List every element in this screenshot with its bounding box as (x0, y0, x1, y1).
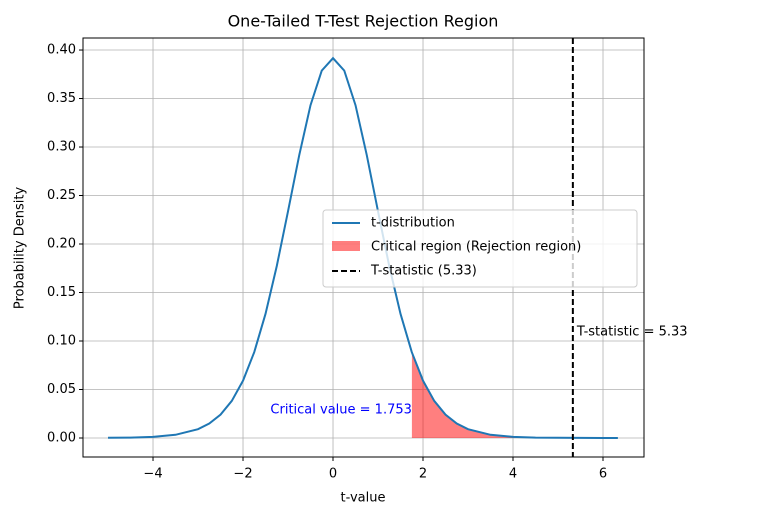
y-tick-label: 0.30 (47, 140, 76, 155)
x-tick-label: −4 (143, 467, 162, 482)
line (108, 56, 618, 439)
critical-region (411, 352, 618, 438)
legend-label: T-statistic (5.33) (370, 264, 477, 279)
x-tick-label: −2 (233, 467, 252, 482)
annotation: Critical value = 1.753 (270, 403, 411, 418)
x-tick-label: 2 (419, 467, 427, 482)
legend-label: t-distribution (371, 216, 455, 231)
y-tick-label: 0.40 (47, 43, 76, 58)
y-tick-label: 0.05 (47, 382, 76, 397)
y-tick-label: 0.25 (47, 188, 76, 203)
chart-title: One-Tailed T-Test Rejection Region (228, 12, 499, 31)
x-tick-label: 0 (329, 467, 337, 482)
y-tick-label: 0.10 (47, 333, 76, 348)
plot-frame (82, 37, 645, 458)
x-tick-label: 6 (599, 467, 607, 482)
legend-box (322, 209, 638, 288)
legend-label: Critical region (Rejection region) (371, 240, 581, 255)
y-tick-label: 0.35 (47, 91, 76, 106)
y-tick-label: 0.00 (47, 430, 76, 445)
x-tick-label: 4 (509, 467, 517, 482)
x-axis-label: t-value (341, 491, 386, 506)
annotation: T-statistic = 5.33 (576, 325, 688, 340)
y-tick-label: 0.15 (47, 285, 76, 300)
y-axis-label: Probability Density (13, 187, 28, 310)
y-tick-label: 0.20 (47, 237, 76, 252)
legend-patch (332, 241, 360, 251)
